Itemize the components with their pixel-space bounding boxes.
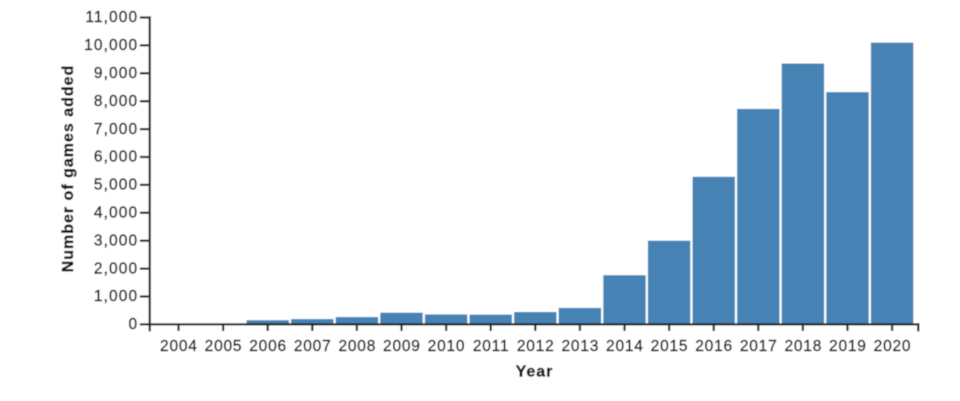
svg-text:2004: 2004 — [160, 338, 198, 355]
svg-text:2006: 2006 — [249, 338, 287, 355]
svg-text:2005: 2005 — [205, 338, 243, 355]
svg-text:2019: 2019 — [829, 338, 867, 355]
svg-text:5,000: 5,000 — [94, 177, 138, 194]
svg-text:2020: 2020 — [874, 338, 912, 355]
svg-text:0: 0 — [128, 316, 138, 333]
svg-text:2018: 2018 — [784, 338, 822, 355]
svg-text:2007: 2007 — [294, 338, 332, 355]
svg-text:2016: 2016 — [695, 338, 733, 355]
svg-text:7,000: 7,000 — [94, 121, 138, 138]
svg-text:2008: 2008 — [338, 338, 376, 355]
svg-text:2010: 2010 — [428, 338, 466, 355]
svg-text:2012: 2012 — [517, 338, 555, 355]
svg-text:8,000: 8,000 — [94, 93, 138, 110]
svg-text:2014: 2014 — [606, 338, 644, 355]
svg-text:2017: 2017 — [740, 338, 778, 355]
svg-text:2015: 2015 — [651, 338, 689, 355]
svg-text:2,000: 2,000 — [94, 260, 138, 277]
svg-text:6,000: 6,000 — [94, 149, 138, 166]
svg-text:10,000: 10,000 — [84, 37, 138, 54]
svg-text:1,000: 1,000 — [94, 288, 138, 305]
svg-text:11,000: 11,000 — [85, 9, 138, 26]
svg-text:2013: 2013 — [561, 338, 599, 355]
svg-text:3,000: 3,000 — [94, 232, 138, 249]
svg-text:Year: Year — [516, 364, 554, 381]
svg-text:2009: 2009 — [383, 338, 421, 355]
svg-text:Number of games added: Number of games added — [60, 65, 77, 273]
svg-text:4,000: 4,000 — [94, 205, 138, 222]
svg-text:9,000: 9,000 — [94, 65, 138, 82]
svg-text:2011: 2011 — [473, 338, 510, 355]
